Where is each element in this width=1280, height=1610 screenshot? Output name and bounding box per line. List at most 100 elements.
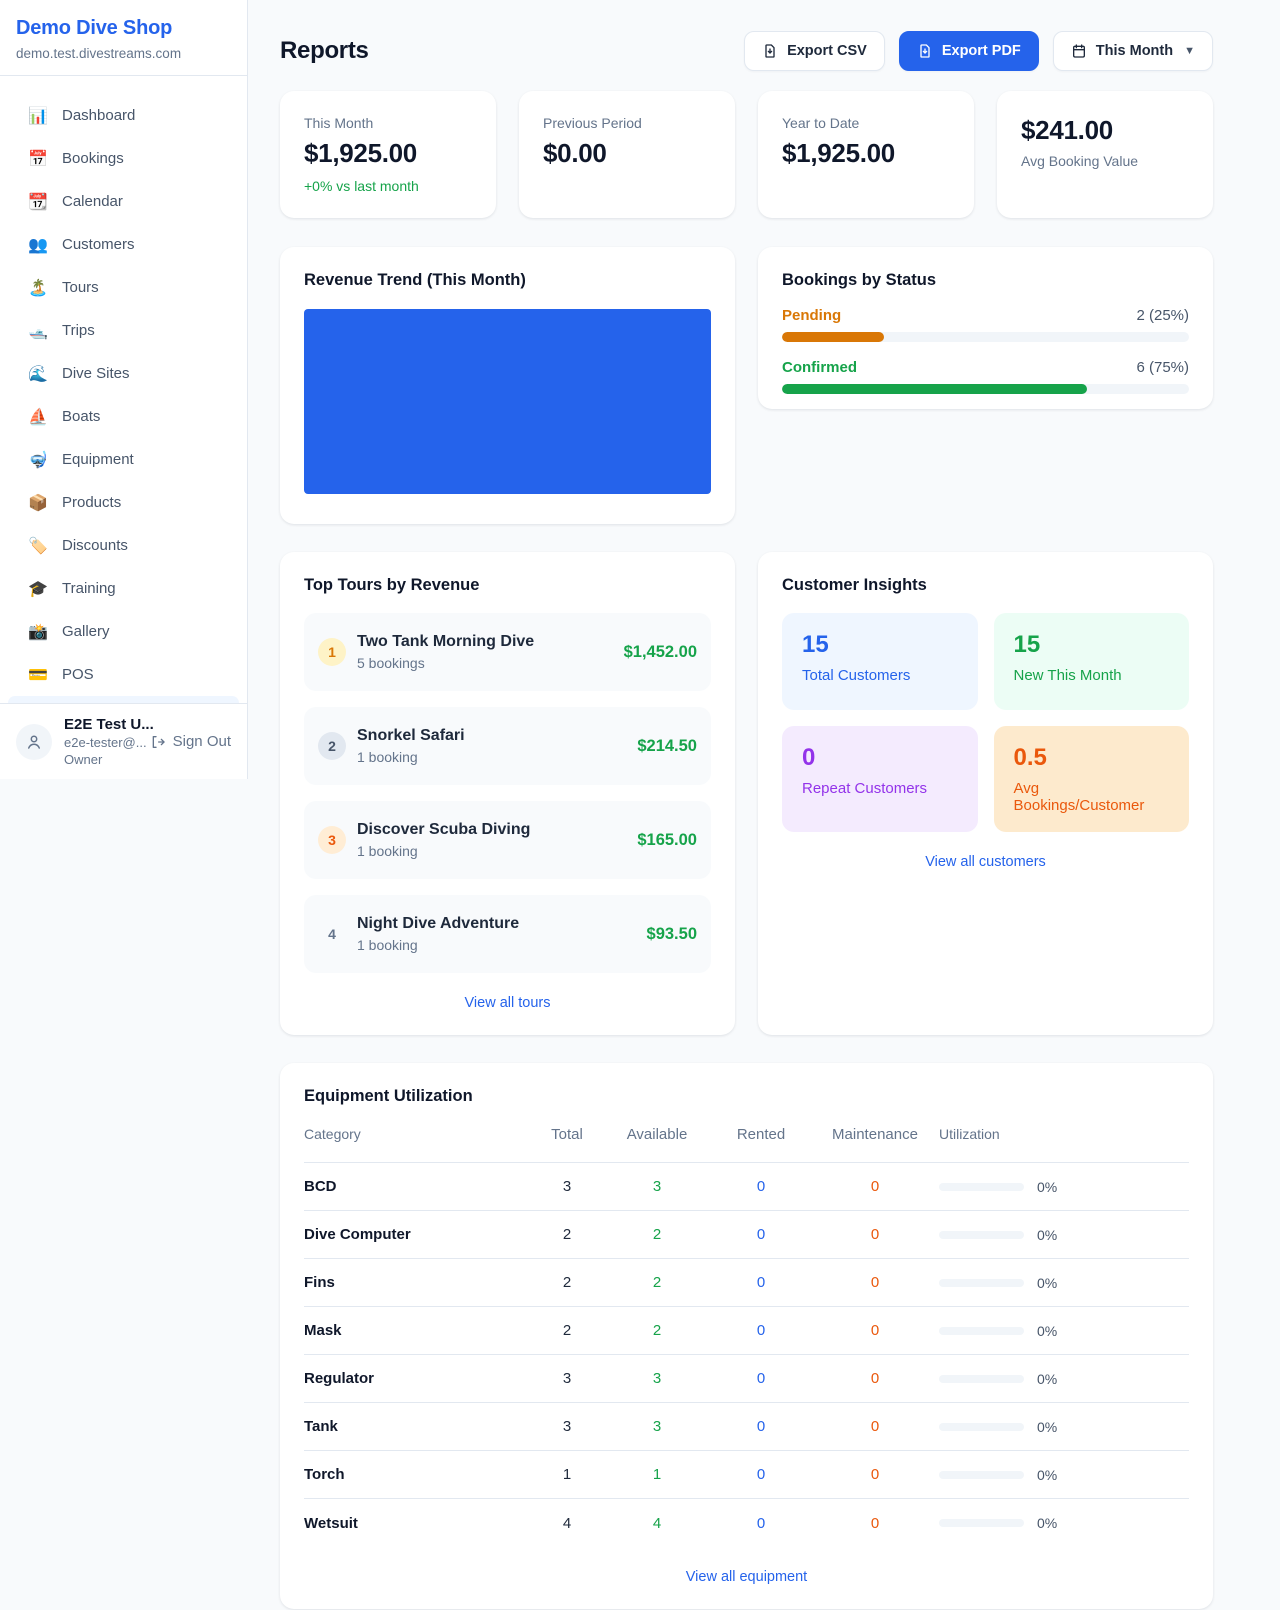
customer-insights-title: Customer Insights	[782, 576, 927, 594]
sidebar-item-dive-sites[interactable]: 🌊 Dive Sites	[8, 352, 239, 395]
sidebar-item-label: Training	[62, 580, 116, 597]
progress-fill-confirmed	[782, 384, 1088, 394]
export-pdf-button[interactable]: Export PDF	[898, 31, 1039, 71]
equipment-maintenance: 0	[870, 1274, 880, 1291]
sidebar-item-training[interactable]: 🎓 Training	[8, 567, 239, 610]
stat-label: Previous Period	[543, 115, 642, 131]
sidebar-item-equipment[interactable]: 🤿 Equipment	[8, 438, 239, 481]
sidebar-item-label: Equipment	[62, 451, 134, 468]
revenue-trend-title: Revenue Trend (This Month)	[304, 271, 526, 289]
equipment-total: 2	[562, 1226, 572, 1243]
tour-list: 1 Two Tank Morning Dive 5 bookings $1,45…	[304, 613, 711, 973]
sidebar-item-calendar[interactable]: 📆 Calendar	[8, 180, 239, 223]
export-csv-label: Export CSV	[787, 43, 867, 59]
insight-tile-new-this-month: 15 New This Month	[993, 613, 1189, 710]
equipment-category: Tank	[304, 1418, 338, 1435]
sidebar-item-dashboard[interactable]: 📊 Dashboard	[8, 94, 239, 137]
sidebar-item-reports-active[interactable]	[8, 696, 239, 703]
stat-label: Avg Booking Value	[1021, 153, 1139, 169]
sidebar-item-label: Calendar	[62, 193, 123, 210]
rank-badge: 3	[318, 826, 346, 854]
utilization-bar	[939, 1278, 1024, 1287]
tour-row: 3 Discover Scuba Diving 1 booking $165.0…	[304, 801, 711, 879]
insight-tile-avg-bookings: 0.5 Avg Bookings/Customer	[993, 726, 1189, 832]
equipment-maintenance: 0	[870, 1370, 880, 1387]
equipment-rented: 0	[756, 1178, 766, 1195]
sidebar-item-label: Gallery	[62, 623, 110, 640]
equipment-total: 2	[562, 1322, 572, 1339]
tour-name: Two Tank Morning Dive	[357, 633, 535, 650]
sidebar: Demo Dive Shop demo.test.divestreams.com…	[0, 0, 248, 779]
sidebar-item-boats[interactable]: ⛵ Boats	[8, 395, 239, 438]
stat-value: $0.00	[543, 138, 607, 168]
person-icon	[25, 733, 43, 751]
equipment-rented: 0	[756, 1418, 766, 1435]
insight-value: 0	[802, 744, 816, 771]
insight-label: Avg Bookings/Customer	[1013, 780, 1145, 814]
sidebar-divider	[0, 75, 247, 76]
utilization-bar	[939, 1422, 1024, 1431]
equipment-category: Mask	[304, 1322, 342, 1339]
tour-amount: $214.50	[637, 736, 697, 755]
sign-out-button[interactable]: Sign Out	[150, 733, 231, 750]
sailboat-icon: ⛵	[28, 408, 48, 426]
stat-label: Year to Date	[782, 115, 860, 131]
sidebar-item-trips[interactable]: 🛥️ Trips	[8, 309, 239, 352]
sidebar-item-products[interactable]: 📦 Products	[8, 481, 239, 524]
equipment-total: 1	[562, 1466, 572, 1483]
insight-label: Total Customers	[802, 667, 911, 684]
tour-row: 2 Snorkel Safari 1 booking $214.50	[304, 707, 711, 785]
utilization-pct: 0%	[1037, 1178, 1058, 1195]
utilization-pct: 0%	[1037, 1515, 1058, 1531]
sidebar-item-discounts[interactable]: 🏷️ Discounts	[8, 524, 239, 567]
sidebar-item-gallery[interactable]: 📸 Gallery	[8, 610, 239, 653]
stat-value: $1,925.00	[304, 138, 417, 168]
camera-icon: 📸	[28, 623, 48, 641]
sidebar-item-bookings[interactable]: 📅 Bookings	[8, 137, 239, 180]
utilization-bar	[939, 1374, 1024, 1383]
chevron-down-icon: ▼	[1184, 45, 1195, 57]
equipment-available: 2	[652, 1322, 662, 1339]
status-count: 6 (75%)	[1136, 359, 1189, 376]
brand-name[interactable]: Demo Dive Shop	[16, 17, 173, 39]
revenue-trend-chart	[304, 309, 711, 494]
column-header: Category	[304, 1126, 361, 1142]
calendar-date-icon: 📅	[28, 150, 48, 168]
utilization-bar	[939, 1182, 1024, 1191]
tour-name: Snorkel Safari	[357, 727, 465, 744]
progress-track	[782, 332, 1189, 342]
equipment-total: 3	[562, 1370, 572, 1387]
view-all-tours-link[interactable]: View all tours	[464, 995, 551, 1011]
view-all-customers-link[interactable]: View all customers	[925, 854, 1046, 870]
bookings-by-status-card: Bookings by Status Pending 2 (25%) Confi…	[758, 247, 1213, 409]
insight-value: 15	[1013, 631, 1041, 658]
equipment-maintenance: 0	[870, 1418, 880, 1435]
bookings-by-status-title: Bookings by Status	[782, 271, 937, 289]
sidebar-item-pos[interactable]: 💳 POS	[8, 653, 239, 696]
table-row: Fins 2 2 0 0 0%	[304, 1259, 1189, 1307]
sidebar-item-customers[interactable]: 👥 Customers	[8, 223, 239, 266]
sidebar-item-tours[interactable]: 🏝️ Tours	[8, 266, 239, 309]
tour-bookings: 1 booking	[357, 937, 418, 953]
column-header: Utilization	[939, 1126, 1000, 1142]
equipment-total: 4	[562, 1514, 572, 1532]
status-row-pending: Pending 2 (25%)	[782, 307, 1189, 342]
utilization-pct: 0%	[1037, 1226, 1058, 1243]
tour-row: 1 Two Tank Morning Dive 5 bookings $1,45…	[304, 613, 711, 691]
utilization-bar	[939, 1519, 1024, 1527]
tour-name: Night Dive Adventure	[357, 915, 520, 932]
table-row: Regulator 3 3 0 0 0%	[304, 1355, 1189, 1403]
table-row: Tank 3 3 0 0 0%	[304, 1403, 1189, 1451]
export-csv-button[interactable]: Export CSV	[744, 31, 885, 71]
file-download-icon	[762, 43, 778, 59]
rank-badge: 1	[318, 638, 346, 666]
period-select[interactable]: This Month ▼	[1052, 31, 1213, 71]
rank-badge: 2	[318, 732, 346, 760]
stat-card-previous-period: Previous Period $0.00	[519, 91, 735, 218]
view-all-equipment-link[interactable]: View all equipment	[685, 1569, 808, 1585]
tour-bookings: 1 booking	[357, 843, 418, 859]
sidebar-item-label: Products	[62, 494, 122, 511]
column-header: Maintenance	[832, 1126, 918, 1143]
sidebar-item-label: Boats	[62, 408, 101, 425]
rank-badge: 4	[328, 926, 336, 942]
